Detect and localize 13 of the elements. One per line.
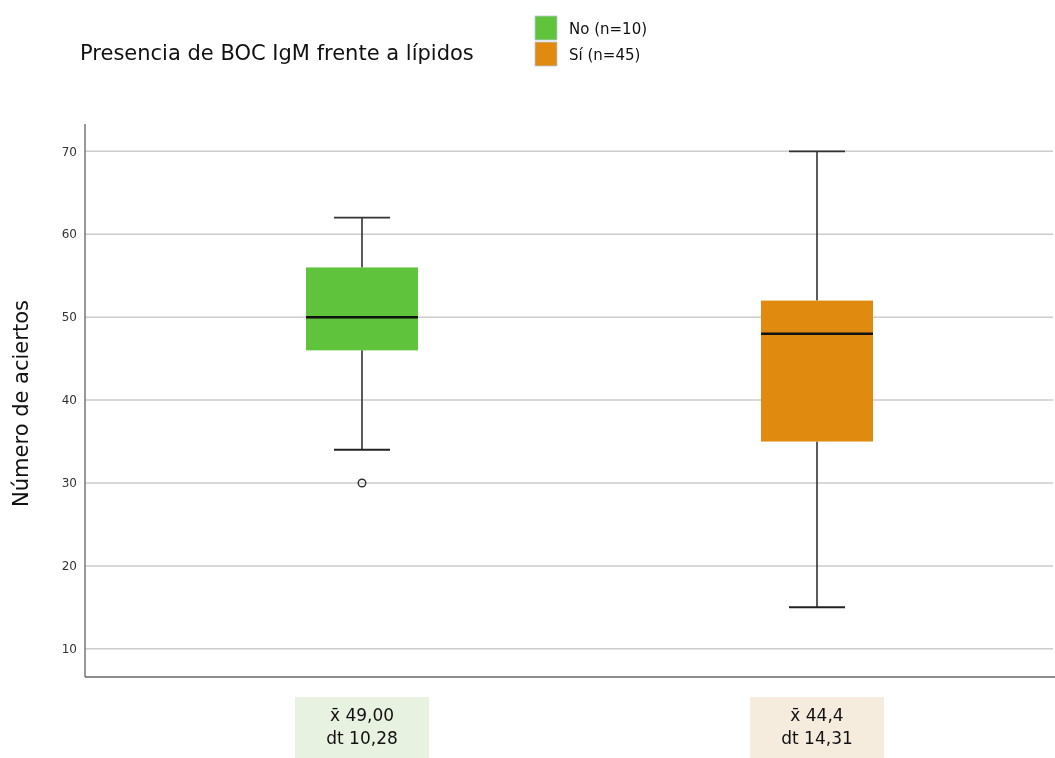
y-axis-title: Número de aciertos	[9, 300, 33, 507]
y-tick-label: 50	[61, 310, 77, 325]
y-tick-label: 10	[61, 642, 77, 657]
y-tick-label: 70	[61, 144, 77, 159]
legend-label: No (n=10)	[569, 20, 648, 38]
y-tick-label: 40	[61, 393, 77, 408]
text: x̄ 44,4 dt 14,31	[781, 705, 853, 748]
chart-title: Presencia de BOC IgM frente a lípidos	[80, 41, 474, 65]
y-tick-label: 30	[61, 476, 77, 491]
y-tick-label: 60	[61, 227, 77, 242]
text: x̄ 49,00 dt 10,28	[326, 705, 398, 748]
y-tick-label: 20	[61, 559, 77, 574]
legend-label: Sí (n=45)	[569, 46, 641, 64]
